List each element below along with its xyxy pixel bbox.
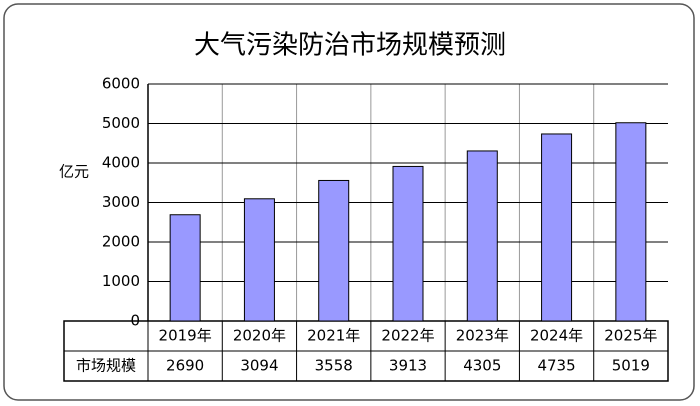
data-table-value: 3913 [389, 357, 427, 375]
data-table-value: 3558 [315, 357, 353, 375]
bar [392, 165, 424, 322]
x-tick-label: 2023年 [456, 327, 509, 345]
y-tick-label: 2000 [102, 233, 140, 251]
y-tick-label: 4000 [102, 154, 140, 172]
x-tick-label: 2019年 [159, 327, 212, 345]
y-tick-label: 1000 [102, 272, 140, 290]
bar [615, 122, 647, 322]
y-axis-label: 亿元 [59, 163, 89, 181]
x-tick-label: 2024年 [530, 327, 583, 345]
y-tick-label: 6000 [102, 75, 140, 93]
chart-title: 大气污染防治市场规模预测 [194, 31, 506, 61]
y-tick-label: 5000 [102, 114, 140, 132]
bar [466, 150, 498, 322]
bar [243, 198, 275, 322]
bar [541, 133, 573, 322]
data-table-value: 4735 [537, 357, 575, 375]
data-table-value: 5019 [612, 357, 650, 375]
x-tick-label: 2022年 [381, 327, 434, 345]
x-tick-label: 2020年 [233, 327, 286, 345]
data-table-value: 3094 [240, 357, 278, 375]
legend-label: 市场规模 [76, 357, 136, 375]
bar [318, 179, 350, 322]
x-tick-label: 2025年 [604, 327, 657, 345]
data-table-value: 2690 [166, 357, 204, 375]
bar [169, 214, 201, 322]
data-table-value: 4305 [463, 357, 501, 375]
x-tick-label: 2021年 [307, 327, 360, 345]
y-tick-label: 3000 [102, 193, 140, 211]
